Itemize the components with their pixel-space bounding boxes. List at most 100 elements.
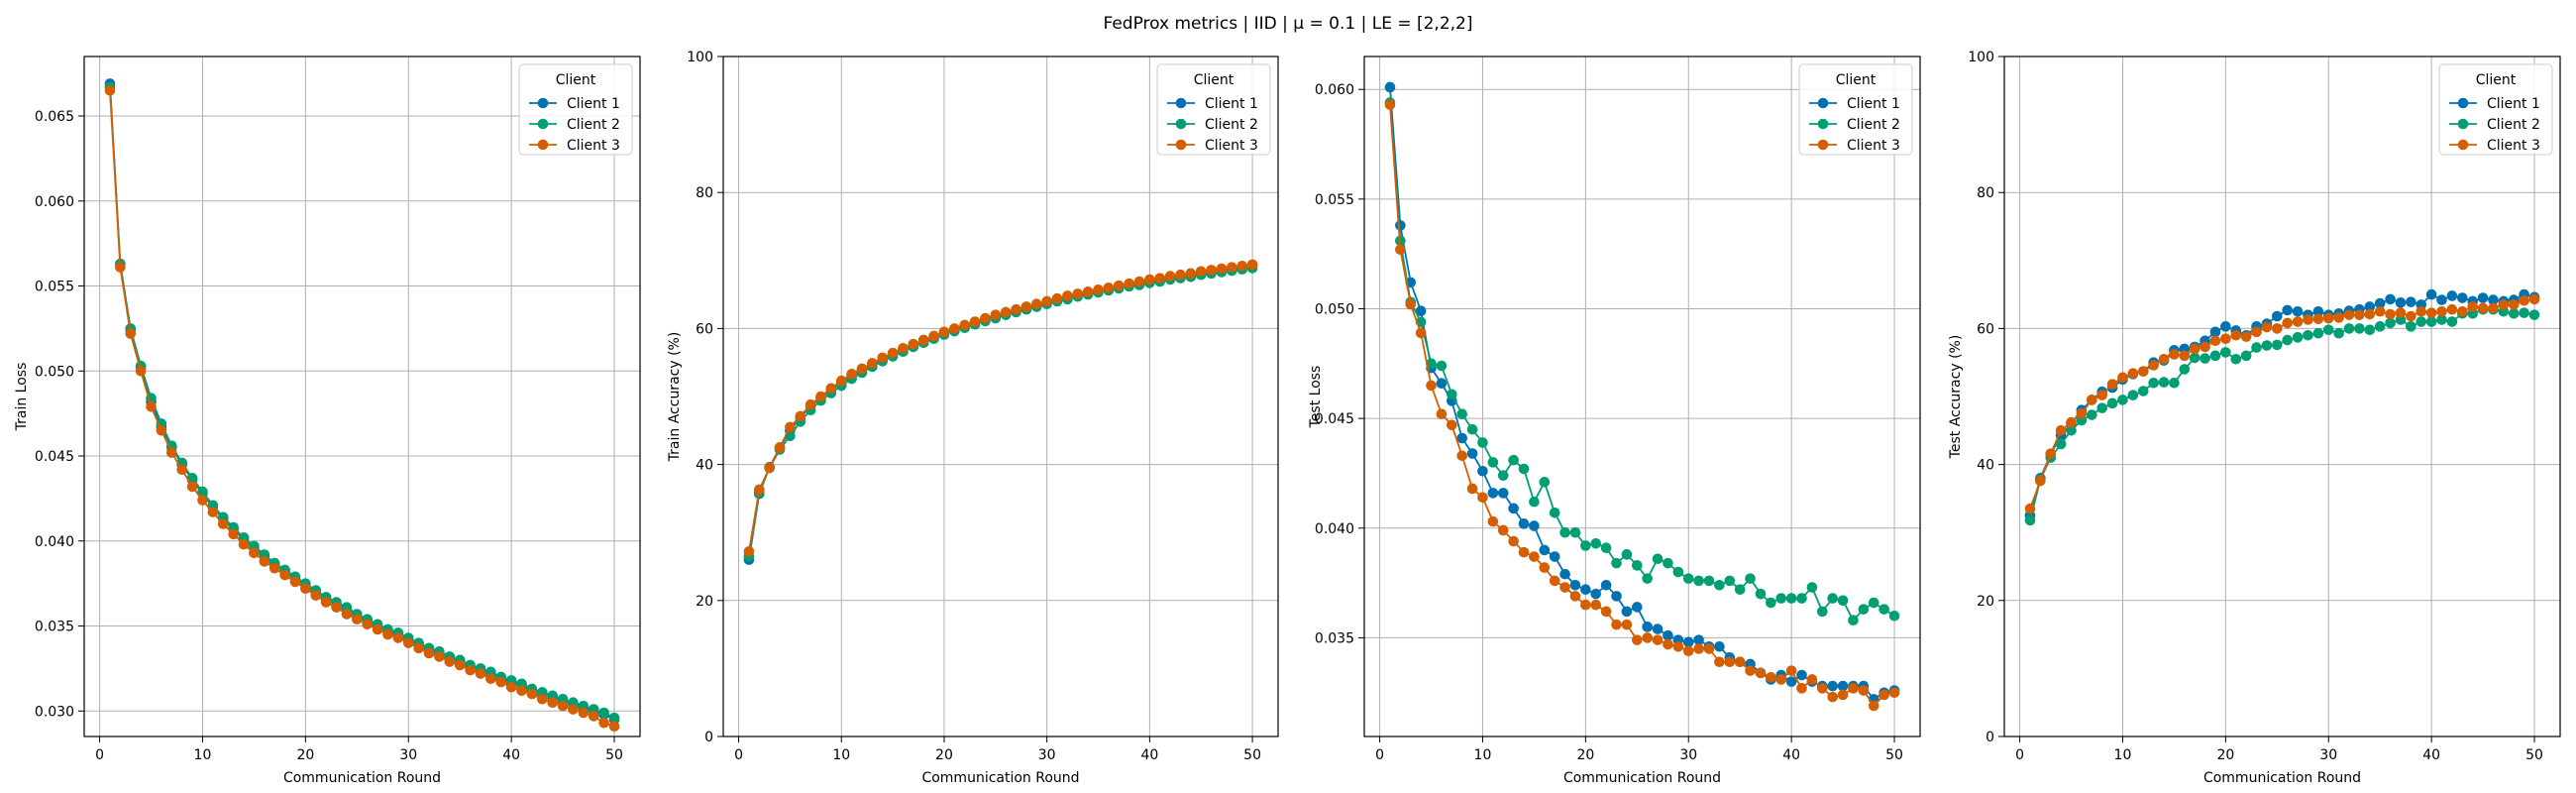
data-point-client-3 — [1817, 683, 1828, 694]
data-point-client-3 — [1103, 282, 1115, 293]
data-point-client-3 — [352, 614, 363, 624]
data-point-client-3 — [2272, 323, 2283, 334]
data-point-client-3 — [465, 664, 476, 676]
data-point-client-2 — [1817, 606, 1828, 618]
data-point-client-3 — [115, 262, 126, 273]
y-tick-label: 100 — [687, 50, 713, 65]
data-point-client-3 — [990, 309, 1002, 320]
legend-marker-client-2 — [1175, 118, 1187, 130]
data-point-client-3 — [2261, 321, 2273, 333]
data-point-client-2 — [2055, 438, 2067, 450]
data-point-client-3 — [598, 717, 609, 729]
data-point-client-3 — [743, 546, 755, 557]
data-point-client-3 — [238, 538, 250, 550]
data-point-client-3 — [454, 659, 466, 671]
y-tick-label: 0.040 — [1315, 521, 1354, 537]
data-point-client-3 — [557, 700, 569, 712]
data-point-client-3 — [774, 442, 786, 453]
data-point-client-2 — [1580, 540, 1591, 551]
legend-label-client-1: Client 1 — [2487, 96, 2540, 112]
data-point-client-3 — [176, 464, 187, 476]
series-line-client-1 — [748, 264, 1253, 560]
data-point-client-1 — [2457, 292, 2468, 303]
data-point-client-3 — [1518, 546, 1530, 558]
y-tick-label: 0.050 — [1315, 301, 1354, 317]
plot-frame — [83, 56, 641, 737]
x-tick-label: 20 — [1576, 747, 1594, 763]
data-point-client-3 — [1621, 619, 1633, 630]
data-point-client-2 — [2158, 377, 2170, 388]
data-point-client-3 — [1878, 689, 1889, 701]
data-point-client-3 — [1000, 306, 1012, 318]
legend-box — [1156, 63, 1271, 156]
data-point-client-2 — [1487, 457, 1499, 468]
data-point-client-3 — [1497, 524, 1509, 536]
data-point-client-3 — [2055, 425, 2067, 436]
data-point-client-1 — [1632, 602, 1643, 613]
data-point-client-3 — [1426, 380, 1437, 392]
data-point-client-1 — [1415, 305, 1427, 316]
y-tick-label: 0.045 — [35, 449, 74, 465]
data-point-client-2 — [1848, 615, 1859, 626]
data-point-client-3 — [1632, 634, 1643, 645]
data-point-client-3 — [289, 576, 301, 588]
data-point-client-3 — [146, 400, 157, 412]
legend-label-client-1: Client 1 — [1847, 96, 1900, 112]
x-tick-label: 10 — [2114, 747, 2132, 763]
data-point-client-3 — [2096, 390, 2107, 400]
data-point-client-3 — [1775, 674, 1787, 685]
data-point-client-3 — [104, 85, 116, 96]
x-tick-label: 0 — [1375, 747, 1384, 763]
data-point-client-3 — [2364, 308, 2376, 320]
data-point-client-3 — [2395, 307, 2407, 318]
y-tick-label: 20 — [1977, 594, 1994, 610]
data-point-client-2 — [1734, 584, 1746, 596]
data-point-client-1 — [1693, 634, 1704, 645]
data-point-client-1 — [1590, 588, 1602, 600]
data-point-client-1 — [2312, 305, 2324, 317]
data-point-client-1 — [1559, 568, 1570, 580]
data-point-client-1 — [1569, 580, 1581, 591]
y-tick-label: 100 — [1968, 50, 1994, 65]
data-point-client-2 — [1858, 604, 1870, 615]
data-point-client-3 — [268, 562, 280, 574]
data-point-client-3 — [1011, 303, 1021, 315]
y-tick-label: 0.040 — [35, 534, 74, 550]
data-point-client-3 — [1477, 492, 1488, 504]
data-point-client-3 — [1062, 290, 1073, 301]
data-point-client-2 — [1806, 582, 1818, 593]
legend-title: Client — [2476, 72, 2517, 88]
x-tick-label: 20 — [935, 747, 953, 763]
series-line-client-3 — [748, 264, 1253, 552]
data-point-client-3 — [485, 673, 496, 684]
data-point-client-2 — [2519, 307, 2529, 318]
data-point-client-2 — [2354, 323, 2365, 334]
data-point-client-3 — [578, 707, 590, 719]
data-point-client-1 — [1466, 448, 1478, 459]
data-point-client-3 — [1195, 266, 1207, 278]
y-tick-label: 60 — [1977, 321, 1994, 337]
data-point-client-3 — [2076, 407, 2088, 419]
data-point-client-2 — [2024, 514, 2036, 526]
data-point-client-3 — [1766, 671, 1776, 683]
data-point-client-3 — [928, 330, 939, 342]
data-point-client-1 — [1611, 591, 1622, 602]
data-point-client-2 — [2137, 386, 2149, 396]
data-point-client-3 — [877, 352, 889, 364]
legend-label-client-1: Client 1 — [567, 96, 620, 112]
data-point-client-3 — [413, 642, 424, 654]
data-point-client-3 — [1124, 278, 1134, 289]
data-point-client-3 — [1745, 665, 1756, 676]
data-point-client-1 — [2292, 305, 2304, 317]
data-point-client-1 — [1600, 580, 1612, 591]
data-point-client-3 — [2498, 299, 2510, 310]
data-point-client-2 — [1466, 423, 1478, 435]
data-point-client-3 — [1246, 259, 1258, 271]
data-point-client-3 — [475, 668, 486, 679]
data-point-client-3 — [1030, 298, 1042, 310]
data-point-client-2 — [2374, 321, 2386, 332]
data-point-client-2 — [1477, 437, 1488, 448]
x-axis-label: Communication Round — [1563, 770, 1721, 786]
series-line-client-2 — [109, 86, 615, 719]
